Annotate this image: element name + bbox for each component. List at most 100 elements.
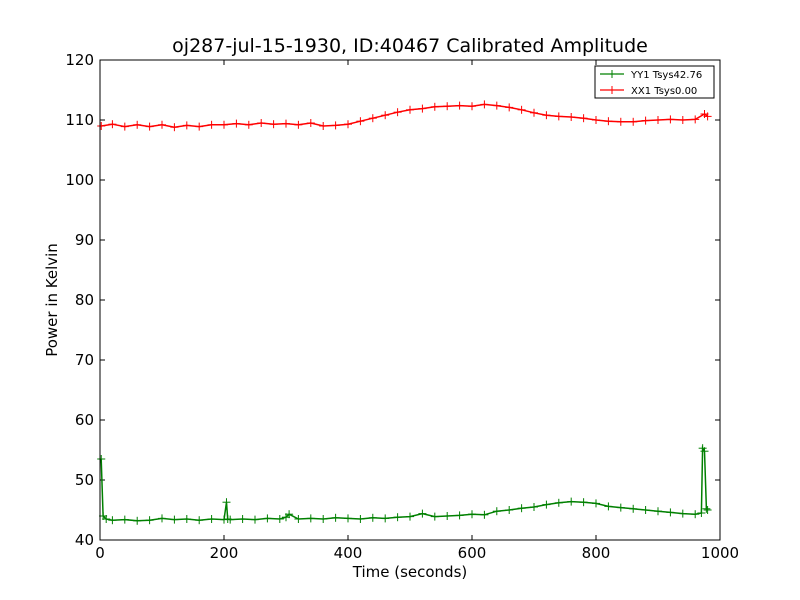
series-1-point [97, 122, 106, 130]
series-0-point [356, 515, 365, 523]
series-0-point [344, 514, 352, 523]
x-tick-label: 1000 [701, 544, 739, 562]
series-0-point [182, 515, 191, 523]
series-1-point [443, 102, 452, 111]
series-1-point [195, 122, 204, 131]
series-0-point [226, 515, 235, 524]
series-0-point [592, 499, 600, 508]
series-0-point [505, 506, 514, 514]
chart-title: oj287-jul-15-1930, ID:40467 Calibrated A… [172, 35, 648, 57]
series-0-point [697, 509, 706, 517]
series-1-point [567, 113, 576, 121]
series-0-point [393, 513, 402, 522]
series-0-point [319, 515, 328, 523]
series-1-point [393, 108, 402, 117]
series-layer [97, 100, 712, 525]
series-0-point [222, 498, 231, 507]
series-0-point [492, 507, 501, 516]
series-1-point [182, 121, 191, 130]
series-0-point [306, 514, 315, 523]
series-line-0 [100, 445, 709, 522]
series-0-point [108, 516, 117, 525]
legend-entry-0: YY1 Tsys42.76 [600, 70, 702, 81]
series-0-point [120, 515, 129, 524]
series-1-point [517, 105, 526, 114]
series-0-point [275, 515, 284, 523]
series-1-point [468, 102, 476, 111]
series-1-point [269, 120, 278, 129]
series-0-point [406, 512, 414, 521]
series-1-point [133, 120, 142, 129]
legend-entry-1: XX1 Tsys0.00 [600, 86, 697, 97]
series-0-point [666, 508, 675, 517]
series-1-point [505, 103, 514, 112]
series-0-point [530, 503, 538, 511]
series-0-point [207, 515, 216, 523]
series-1-point [666, 115, 675, 124]
series-1-point [480, 100, 489, 109]
y-tick-label: 70 [75, 351, 94, 369]
legend-box [594, 65, 715, 99]
series-1-point [430, 102, 439, 111]
series-1-point [381, 111, 390, 120]
y-tick-label: 80 [75, 291, 94, 309]
series-1-point [244, 120, 253, 129]
series-1-point [678, 116, 687, 124]
legend-label: XX1 Tsys0.00 [631, 86, 697, 97]
series-0-point [133, 516, 142, 525]
series-1-point [207, 120, 216, 129]
ticks-layer: 0 200 400 600 800 1000 40 50 60 70 80 90 100 110 120 [65, 51, 739, 562]
series-0-point [263, 514, 272, 523]
x-tick-label: 800 [582, 544, 611, 562]
series-1-point [554, 112, 563, 121]
series-0-point [702, 504, 711, 513]
series-1-point [170, 123, 179, 132]
series-0-point [368, 513, 377, 522]
series-1-point [120, 122, 129, 131]
series-0-point [616, 503, 625, 512]
series-1-point [629, 117, 638, 126]
series-0-point [604, 502, 613, 511]
series-0-point [381, 514, 390, 523]
series-1-point [592, 116, 600, 124]
series-0-point [294, 515, 303, 523]
series-1-point [158, 120, 166, 129]
x-tick-label: 600 [458, 544, 487, 562]
series-1-point [232, 119, 241, 128]
series-0-point [480, 510, 489, 519]
series-0-point [517, 504, 526, 513]
series-1-point [294, 120, 303, 129]
y-axis-label: Power in Kelvin [43, 243, 61, 357]
series-0-point [418, 509, 427, 518]
series-0-point [554, 498, 563, 507]
series-1-point [319, 122, 328, 130]
series-0-point [629, 504, 638, 513]
series-1-point [331, 121, 340, 130]
y-tick-label: 50 [75, 471, 94, 489]
series-0-point [579, 498, 588, 507]
series-0-point [97, 455, 106, 463]
series-0-point [285, 510, 294, 519]
x-tick-label: 0 [95, 544, 105, 562]
series-0-point [678, 509, 687, 518]
series-1-point [220, 120, 228, 129]
series-0-point [430, 512, 439, 521]
series-0-point [102, 515, 111, 523]
series-0-point [443, 512, 452, 520]
legend-label: YY1 Tsys42.76 [630, 70, 702, 81]
series-1-point [654, 116, 662, 124]
x-tick-label: 400 [334, 544, 363, 562]
series-0-point [331, 513, 340, 522]
series-1-point [356, 117, 365, 126]
series-0-point [654, 507, 662, 516]
series-1-point [344, 120, 352, 129]
series-0-point [145, 516, 154, 525]
y-tick-label: 120 [65, 51, 94, 69]
series-1-point [604, 117, 613, 126]
y-tick-label: 60 [75, 411, 94, 429]
series-1-point [418, 104, 427, 113]
series-1-point [616, 117, 625, 126]
series-1-point [406, 105, 414, 114]
y-tick-label: 40 [75, 531, 94, 549]
y-tick-label: 110 [65, 111, 94, 129]
